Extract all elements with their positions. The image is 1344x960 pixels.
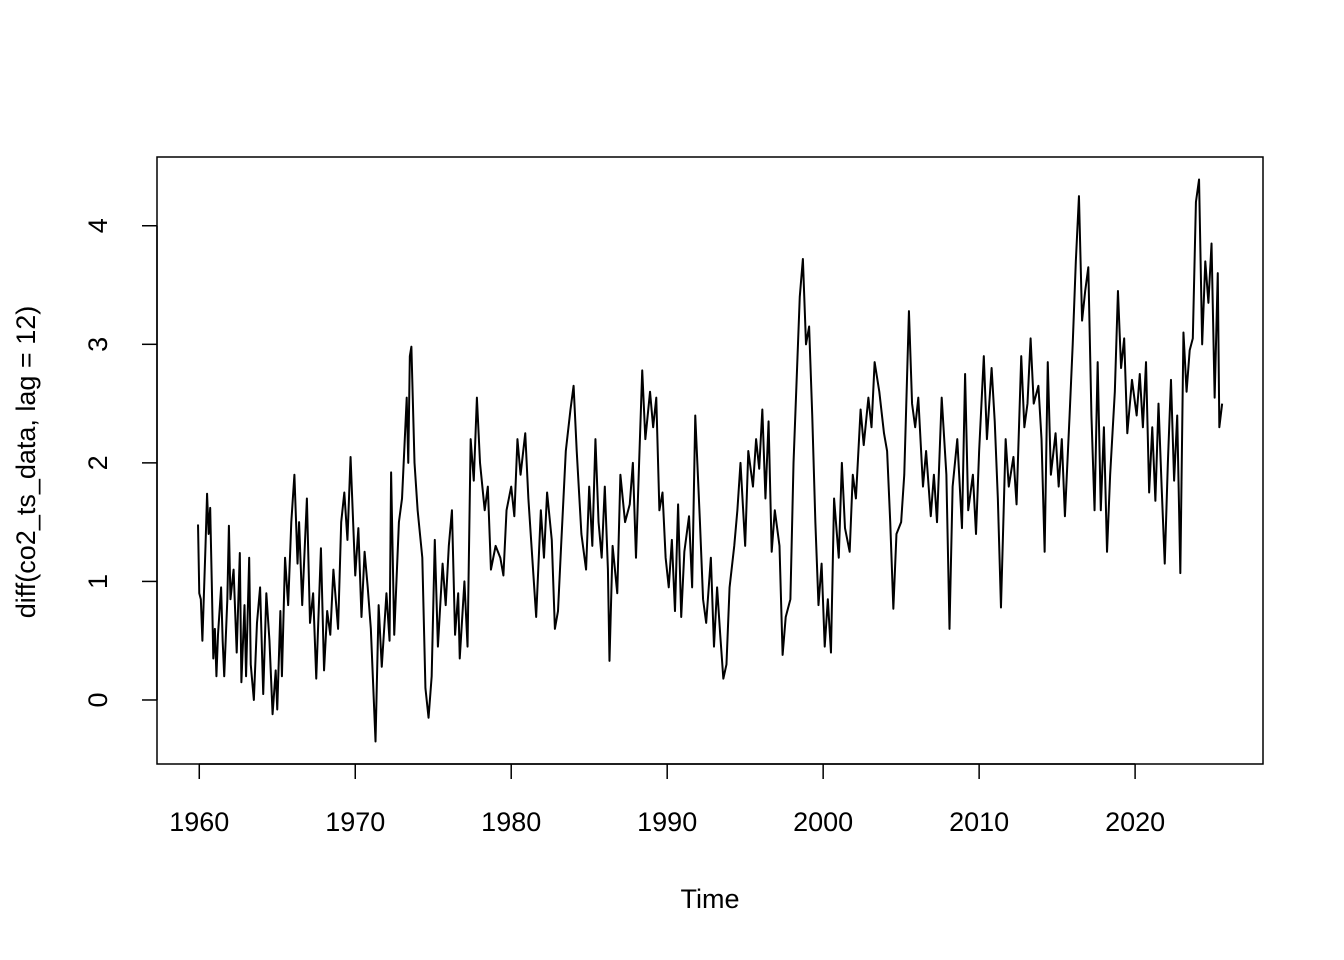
plot-frame [156, 156, 1264, 765]
x-tick-label: 1990 [637, 807, 697, 837]
x-tick-label: 2010 [949, 807, 1009, 837]
x-tick-label: 2020 [1105, 807, 1165, 837]
y-axis-label: diff(co2_ts_data, lag = 12) [11, 306, 41, 618]
y-tick-label: 3 [83, 337, 113, 352]
y-tick-label: 4 [83, 218, 113, 233]
x-tick-label: 1980 [481, 807, 541, 837]
x-tick-label: 1970 [325, 807, 385, 837]
data-line [197, 178, 1224, 743]
x-axis-label: Time [681, 884, 740, 914]
y-tick-label: 0 [83, 692, 113, 707]
y-tick-label: 2 [83, 455, 113, 470]
x-tick-label: 1960 [169, 807, 229, 837]
y-tick-label: 1 [83, 574, 113, 589]
x-tick-label: 2000 [793, 807, 853, 837]
